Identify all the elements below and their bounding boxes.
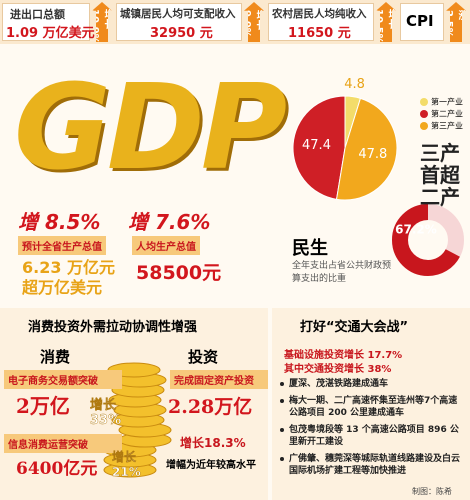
highlight: 其中交通投资增长 38%: [284, 364, 392, 375]
gdp-label: 预计全省生产总值: [18, 236, 106, 255]
bullet-item: 梅大一期、二广高速怀集至连州等7个高速公路项目 200 公里建成通车: [280, 395, 464, 419]
growth-arrow: 增长10.9%: [92, 2, 112, 42]
highlight: 基础设施投资增长 17.7%: [284, 350, 403, 361]
bullet-dot: [280, 399, 284, 403]
legend-label: 第一产业: [431, 97, 463, 107]
coins: [103, 362, 172, 478]
investment-head: 投资: [188, 348, 219, 366]
donut-arc: [392, 204, 464, 276]
indicator-label: 进出口总额: [10, 8, 65, 21]
bullet-list: 厦深、茂湛铁路建成通车梅大一期、二广高速怀集至连州等7个高速公路项目 200 公…: [280, 378, 464, 482]
per-capita-label: 人均生产总值: [132, 236, 200, 255]
slice-label: 47.4: [302, 138, 331, 153]
indicator-label: 城镇居民人均可支配收入: [120, 8, 236, 20]
item-value: 6400亿元: [16, 459, 98, 479]
investment-note: 增幅为近年较高水平: [166, 460, 256, 471]
bullet-item: 广佛肇、穗莞深等城际轨道线路建设及白云国际机场扩建工程等加快推进: [280, 453, 464, 477]
legend-swatch: [420, 122, 428, 130]
slice-label: 47.8: [358, 147, 387, 162]
per-capita-value: 58500元: [136, 262, 222, 284]
indicator-box: [268, 3, 374, 41]
pie-slice: [292, 95, 346, 200]
section-title: 打好“交通大会战”: [300, 320, 409, 335]
donut-title: 民生: [292, 238, 328, 259]
investment-growth: 增长18.3%: [180, 436, 246, 450]
gdp-growth: 增 8.5%: [18, 210, 101, 234]
gdp-note: 超万亿美元: [22, 278, 103, 297]
right-panel: [272, 308, 470, 500]
bullet-item: 厦深、茂湛铁路建成通车: [280, 378, 464, 390]
slice-label: 4.8: [344, 77, 365, 92]
pie-slice: [335, 97, 398, 201]
credit: 制图：陈希: [412, 487, 452, 496]
donut-label: 67.2%: [395, 223, 437, 237]
bullet-item: 包茂粤境段等 13 个高速公路项目 896 公里新开工建设: [280, 424, 464, 448]
indicator-box: [2, 3, 90, 41]
investment-label: 完成固定资产投资: [170, 370, 268, 389]
bullet-dot: [280, 457, 284, 461]
legend-swatch: [420, 98, 428, 106]
legend-label: 第三产业: [431, 121, 463, 131]
legend-swatch: [420, 110, 428, 118]
per-capita-growth: 增 7.6%: [128, 210, 211, 234]
gdp-value: 6.23 万亿元: [22, 258, 116, 277]
item-value: 2万亿: [16, 394, 70, 418]
indicator-value: 1.09 万亿美元: [6, 26, 95, 41]
consumption-head: 消费: [40, 348, 71, 366]
growth-arrow: 涨2.5%: [446, 2, 466, 42]
donut-subtitle: 全年支出占省公共财政预算支出的比重: [292, 261, 392, 284]
indicator-value: 32950 元: [150, 26, 213, 41]
pie-annotation: 三产首超二产: [420, 141, 460, 209]
item-growth: 增长21%: [112, 450, 141, 479]
indicator-label: 农村居民人均纯收入: [272, 8, 367, 20]
indicator-box: [400, 3, 444, 41]
growth-arrow: 增长10.5%: [376, 2, 396, 42]
bullet-dot: [280, 382, 284, 386]
indicator-value: 11650 元: [288, 26, 351, 41]
growth-arrow: 增长9.0%: [244, 2, 264, 42]
section-title: 消费投资外需拉动协调性增强: [28, 320, 198, 335]
indicator-box: [116, 3, 242, 41]
item-label: 电子商务交易额突破: [4, 370, 122, 389]
investment-value: 2.28万亿: [168, 396, 253, 418]
bullet-dot: [280, 428, 284, 432]
indicator-label: CPI: [406, 12, 434, 30]
item-growth: 增长33%: [90, 398, 122, 428]
gdp-title: GDP: [14, 58, 287, 196]
item-label: 信息消费运营突破: [4, 434, 122, 453]
legend-label: 第二产业: [431, 109, 463, 119]
